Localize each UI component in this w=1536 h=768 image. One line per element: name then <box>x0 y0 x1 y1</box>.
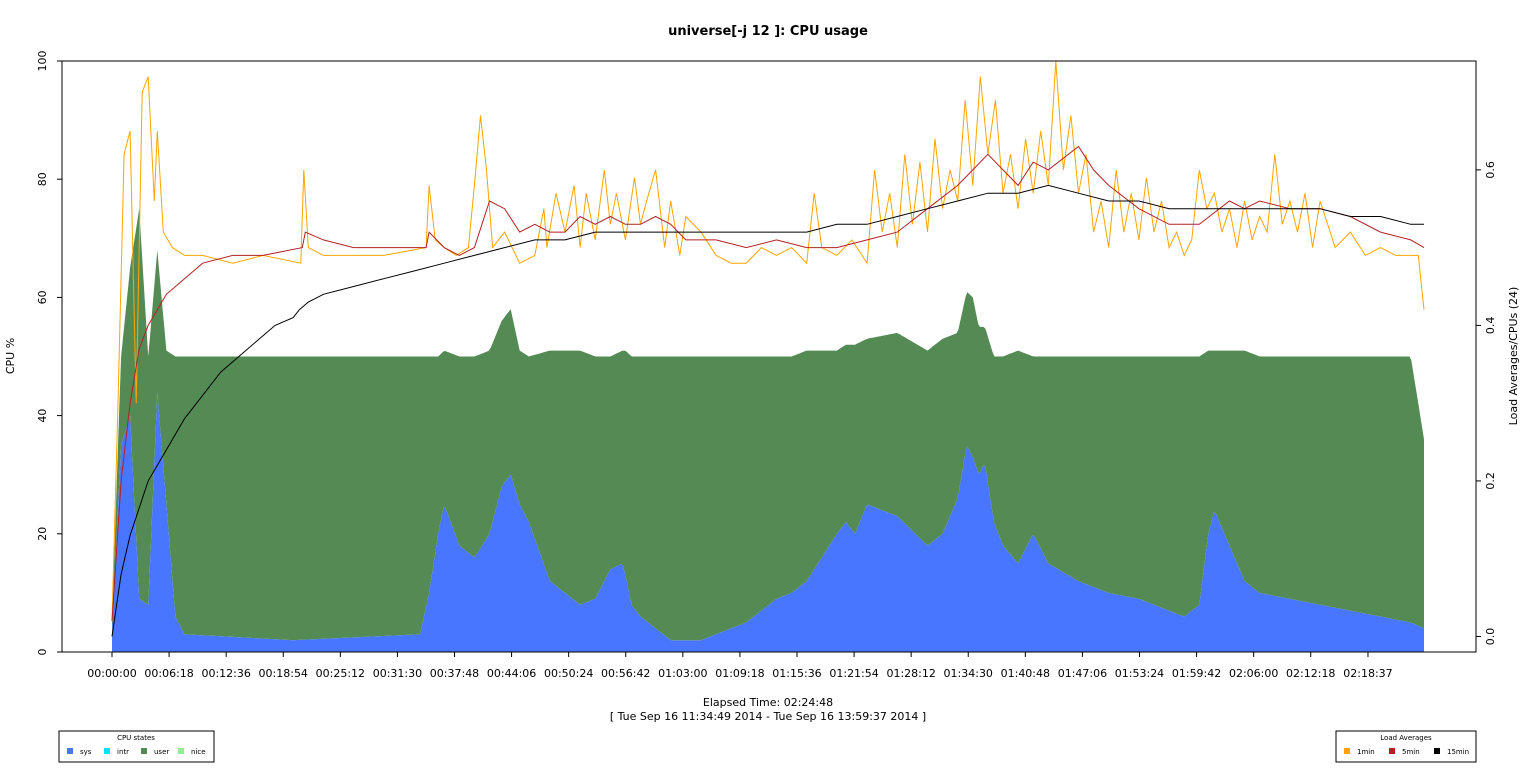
chart-title: universe[-j 12 ]: CPU usage <box>668 24 868 39</box>
legend-swatch-intr <box>104 748 110 754</box>
x-tick-label: 01:40:48 <box>1001 667 1050 680</box>
y2-axis-label: Load Averages/CPUs (24) <box>1507 287 1520 426</box>
legend-load-averages: Load Averages 1min 5min 15min <box>1335 730 1477 763</box>
x-tick-label: 00:25:12 <box>316 667 365 680</box>
legend-label-intr: intr <box>117 748 129 756</box>
legend-swatch-5min <box>1389 748 1395 754</box>
legend-label-15min: 15min <box>1447 748 1469 756</box>
x-tick-label: 01:53:24 <box>1115 667 1164 680</box>
legend-load-title: Load Averages <box>1380 734 1432 742</box>
y2-tick-label: 0.6 <box>1484 161 1497 179</box>
legend-label-5min: 5min <box>1402 748 1420 756</box>
load-lines <box>111 60 1425 637</box>
x-tick-label: 01:59:42 <box>1172 667 1221 680</box>
x-tick-label: 00:44:06 <box>487 667 536 680</box>
x-tick-label: 01:15:36 <box>772 667 821 680</box>
x-tick-label: 00:50:24 <box>544 667 593 680</box>
y-tick-label: 20 <box>36 527 49 541</box>
legend-label-user: user <box>154 748 169 756</box>
legend-swatch-15min <box>1434 748 1440 754</box>
x-tick-label: 02:18:37 <box>1343 667 1392 680</box>
y-tick-label: 0 <box>36 649 49 656</box>
plot-area <box>61 60 1477 653</box>
legend-label-sys: sys <box>80 748 92 756</box>
legend-swatch-1min <box>1344 748 1350 754</box>
plot-frame <box>61 60 1477 653</box>
x-axis-date-range: [ Tue Sep 16 11:34:49 2014 - Tue Sep 16 … <box>610 710 926 723</box>
x-axis: 00:00:00 00:06:18 00:12:36 00:18:54 00:25:12… <box>87 652 1393 680</box>
line-15min <box>111 184 1424 637</box>
y-tick-label: 60 <box>36 290 49 304</box>
y2-tick-label: 0.2 <box>1484 472 1497 490</box>
x-tick-label: 00:18:54 <box>259 667 308 680</box>
x-tick-label: 00:00:00 <box>87 667 136 680</box>
legend-label-nice: nice <box>191 748 206 756</box>
y2-tick-label: 0.4 <box>1484 317 1497 335</box>
line-1min <box>111 60 1425 621</box>
legend-swatch-sys <box>67 748 73 754</box>
area-user <box>112 208 1424 641</box>
y-tick-label: 40 <box>36 409 49 423</box>
x-tick-label: 01:34:30 <box>944 667 993 680</box>
line-5min <box>111 145 1425 621</box>
x-tick-label: 01:47:06 <box>1058 667 1107 680</box>
x-axis-label: Elapsed Time: 02:24:48 <box>703 696 833 709</box>
legend-label-1min: 1min <box>1357 748 1375 756</box>
y-axis-label: CPU % <box>4 338 17 374</box>
y-axis-left: 0 20 40 60 80 100 <box>36 51 62 656</box>
x-tick-label: 01:09:18 <box>715 667 764 680</box>
y-tick-label: 100 <box>36 51 49 72</box>
x-tick-label: 00:37:48 <box>430 667 479 680</box>
legend-cpu-states: CPU states sys intr user nice <box>58 730 215 763</box>
legend-swatch-user <box>141 748 147 754</box>
legend-cpu-box <box>58 730 215 763</box>
legend-swatch-nice <box>178 748 184 754</box>
x-tick-label: 00:56:42 <box>601 667 650 680</box>
x-tick-label: 00:06:18 <box>144 667 193 680</box>
x-tick-label: 01:03:00 <box>658 667 707 680</box>
x-tick-label: 00:12:36 <box>201 667 250 680</box>
x-tick-label: 01:28:12 <box>886 667 935 680</box>
y2-tick-label: 0.0 <box>1484 628 1497 646</box>
legend-load-box <box>1335 730 1477 763</box>
stacked-areas <box>112 208 1424 652</box>
y-tick-label: 80 <box>36 172 49 186</box>
x-tick-label: 02:06:00 <box>1229 667 1278 680</box>
x-tick-label: 01:21:54 <box>829 667 878 680</box>
x-tick-label: 02:12:18 <box>1286 667 1335 680</box>
legend-cpu-title: CPU states <box>117 734 155 742</box>
x-tick-label: 00:31:30 <box>373 667 422 680</box>
y-axis-right: 0.0 0.2 0.4 0.6 <box>1476 161 1497 645</box>
area-sys <box>112 392 1424 652</box>
